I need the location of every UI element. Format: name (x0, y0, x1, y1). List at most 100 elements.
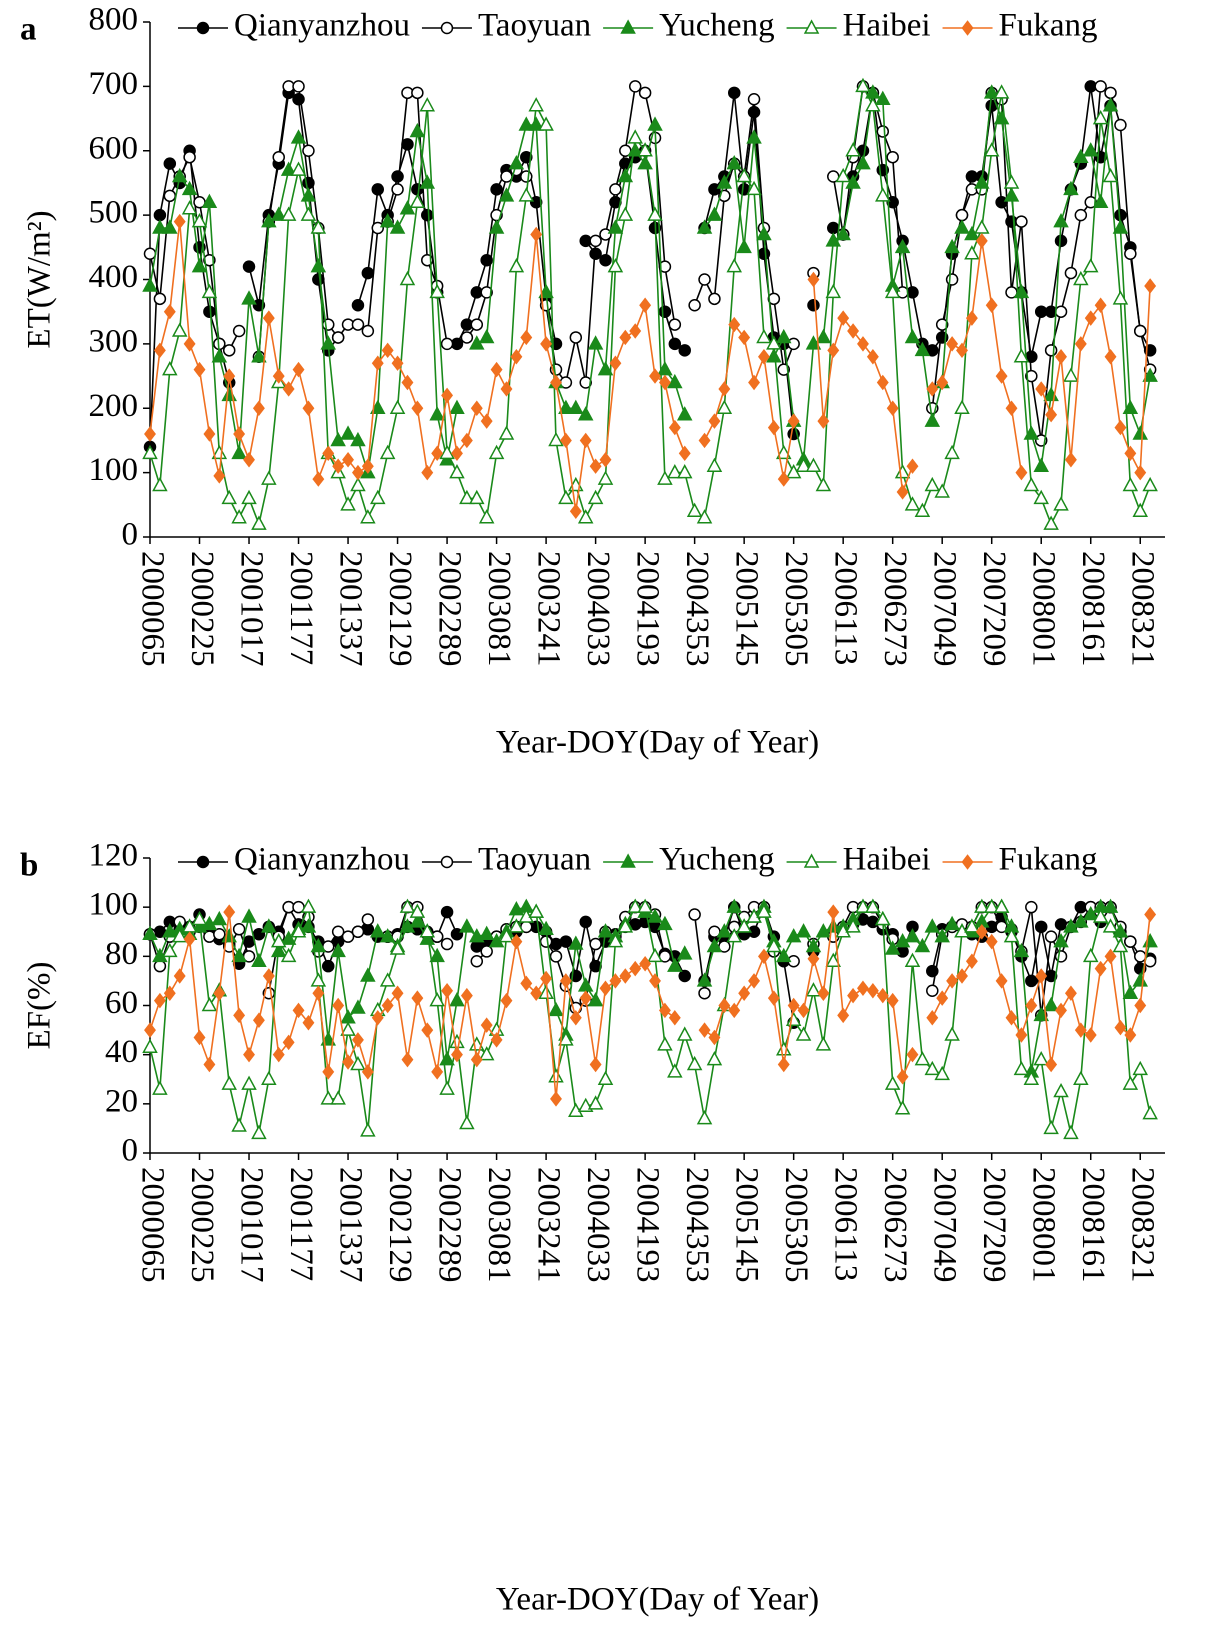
data-point (321, 959, 335, 973)
data-point (401, 374, 414, 391)
data-point (498, 425, 515, 440)
data-point (1013, 348, 1030, 363)
data-point (667, 464, 683, 479)
x-tick-label: 2001337 (332, 1167, 368, 1283)
data-point (865, 898, 881, 913)
data-point (1034, 920, 1048, 934)
data-point (450, 927, 464, 941)
data-point (688, 908, 701, 921)
data-point (460, 987, 473, 1004)
data-point (627, 129, 643, 144)
data-point (440, 937, 454, 951)
data-point (658, 260, 672, 273)
data-point (360, 1122, 376, 1137)
data-point (1015, 464, 1028, 481)
data-point (777, 471, 790, 487)
x-tick-label: 2002129 (382, 551, 418, 667)
data-point (431, 1064, 444, 1080)
data-point (243, 452, 255, 468)
data-point (302, 400, 315, 416)
data-point (369, 923, 386, 938)
data-point (540, 336, 553, 352)
data-point (350, 476, 366, 492)
data-point (351, 299, 365, 312)
data-point (965, 310, 978, 326)
data-point (696, 219, 713, 234)
data-point (550, 1091, 562, 1107)
data-point (827, 904, 840, 920)
data-point (379, 972, 396, 987)
data-point (1073, 1070, 1089, 1085)
data-point (142, 925, 158, 940)
data-point (577, 406, 594, 421)
data-point (1063, 1124, 1079, 1140)
data-point (330, 1090, 346, 1105)
legend-label: Qianyanzhou (234, 8, 410, 44)
data-point (369, 489, 386, 505)
data-point (1102, 898, 1119, 913)
data-point (528, 97, 544, 112)
data-point (1104, 349, 1117, 365)
data-point (163, 303, 176, 320)
data-point (429, 283, 445, 299)
x-tick-label: 2004033 (580, 551, 616, 667)
data-point (637, 898, 653, 913)
data-point (738, 329, 751, 346)
x-tick-label: 2004193 (630, 551, 666, 667)
data-point (1023, 1070, 1040, 1085)
data-point (469, 489, 485, 505)
data-point (518, 116, 535, 131)
data-point (825, 918, 842, 933)
data-point (827, 221, 840, 235)
x-tick-label: 2006273 (877, 1167, 913, 1283)
data-point (302, 144, 315, 157)
data-point (510, 933, 523, 950)
data-point (579, 432, 592, 449)
x-tick-label: 2007049 (927, 551, 963, 666)
data-point (965, 953, 978, 969)
data-point (617, 918, 634, 933)
data-point (459, 918, 475, 933)
data-point (371, 183, 385, 196)
x-tick-label: 2006113 (828, 1167, 864, 1281)
data-point (936, 374, 949, 391)
data-point (379, 212, 396, 228)
data-point (766, 348, 782, 363)
data-point (342, 1054, 354, 1070)
x-tick-label: 2007209 (976, 551, 1012, 666)
data-point (559, 935, 573, 948)
data-point (488, 444, 505, 460)
data-point (914, 502, 931, 517)
data-point (549, 950, 563, 963)
data-point (538, 116, 554, 131)
data-point (676, 945, 693, 960)
x-tick-label: 2000225 (184, 1167, 220, 1283)
x-tick-label: 2008001 (1026, 551, 1062, 667)
data-point (152, 476, 168, 492)
data-point (1094, 80, 1107, 93)
data-point (201, 996, 218, 1012)
data-point (1102, 167, 1119, 183)
data-point (884, 940, 901, 955)
x-tick-label: 2002289 (431, 1167, 467, 1283)
data-point (726, 898, 743, 913)
data-point (449, 399, 465, 414)
data-point (855, 77, 871, 93)
data-point (865, 97, 881, 112)
y-tick-label: 100 (89, 452, 139, 488)
data-point (1054, 234, 1068, 248)
data-point (775, 444, 792, 460)
data-point (716, 174, 733, 189)
data-point (520, 975, 533, 992)
y-tick-label: 200 (89, 388, 139, 424)
data-point (500, 992, 513, 1009)
data-point (896, 945, 909, 958)
data-point (478, 509, 495, 524)
legend-marker (803, 853, 820, 868)
data-point (203, 426, 216, 442)
y-axis-label: ET(W/m²) (22, 210, 58, 348)
legend-label: Taoyuan (478, 8, 591, 44)
data-point (607, 258, 624, 273)
data-point (914, 1051, 931, 1066)
data-point (1035, 381, 1048, 397)
